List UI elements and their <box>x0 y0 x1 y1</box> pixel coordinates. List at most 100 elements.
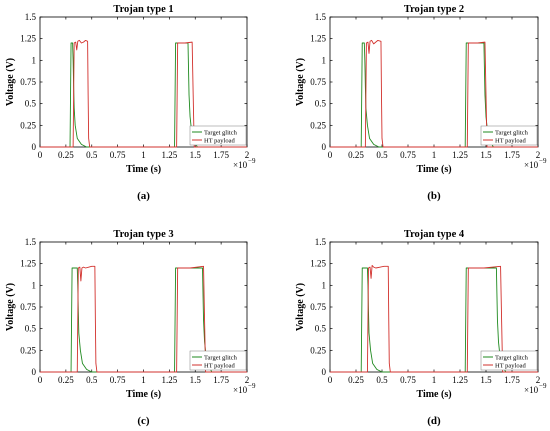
x-tick-label: 0 <box>328 375 333 385</box>
x-tick-label: 1.75 <box>213 375 229 385</box>
y-tick-label: 0.25 <box>310 345 326 355</box>
panel-label: (b) <box>427 190 441 202</box>
x-tick-label: 0.25 <box>58 375 74 385</box>
x-exponent-power: −9 <box>539 157 547 165</box>
series-line-ht-payload <box>330 264 538 373</box>
y-tick-label: 1.5 <box>315 12 327 22</box>
chart-panel-a: Trojan type 1 0 0.25 0.5 0.75 1 1.25 1.5 1.75 2 0 0… <box>5 4 256 202</box>
x-exponent-label: ×10 <box>233 160 248 170</box>
legend-entry: HT payload <box>204 363 235 370</box>
x-tick-label: 0.5 <box>86 375 98 385</box>
x-exponent-label: ×10 <box>233 385 248 395</box>
x-tick-label: 1 <box>432 375 437 385</box>
x-tick-label: 1.75 <box>504 375 520 385</box>
y-tick-label: 0 <box>32 367 37 377</box>
plot-frame <box>329 241 539 373</box>
series-line-target-glitch <box>40 267 247 373</box>
x-tick-label: 1.25 <box>162 150 178 160</box>
legend-entry: Target glitch <box>495 130 529 137</box>
x-exponent-power: −9 <box>539 382 547 390</box>
x-tick-label: 1 <box>432 150 437 160</box>
y-tick-label: 1.25 <box>310 259 326 269</box>
y-tick-label: 1.25 <box>20 34 36 44</box>
y-tick-label: 0.75 <box>20 302 36 312</box>
panel-label: (a) <box>137 190 150 202</box>
y-tick-label: 0 <box>32 142 37 152</box>
x-tick-label: 2 <box>536 150 541 160</box>
x-tick-label: 2 <box>245 375 250 385</box>
y-tick-label: 0.75 <box>310 302 326 312</box>
x-tick-label: 1 <box>141 375 146 385</box>
x-tick-label: 1.25 <box>452 150 468 160</box>
y-tick-label: 1 <box>322 55 327 65</box>
x-tick-label: 0.5 <box>86 150 98 160</box>
x-tick-label: 1.25 <box>162 375 178 385</box>
y-tick-label: 0.25 <box>20 345 36 355</box>
y-tick-label: 0.5 <box>315 99 327 109</box>
x-tick-label: 1.5 <box>480 150 492 160</box>
y-axis-label: Voltage (V) <box>295 58 306 106</box>
x-tick-label: 2 <box>245 150 250 160</box>
y-axis-label: Voltage (V) <box>5 283 16 331</box>
x-exponent-power: −9 <box>248 157 256 165</box>
y-tick-label: 0.5 <box>25 99 37 109</box>
chart-title: Trojan type 1 <box>113 4 173 15</box>
legend-entry: HT payload <box>204 138 235 145</box>
x-tick-label: 0.75 <box>400 375 416 385</box>
chart-title: Trojan type 4 <box>404 229 465 240</box>
x-tick-label: 0.25 <box>348 150 364 160</box>
y-tick-label: 1.5 <box>25 237 37 247</box>
legend-box <box>480 125 538 146</box>
x-tick-label: 0.5 <box>376 375 388 385</box>
x-tick-label: 0 <box>328 150 333 160</box>
series-line-target-glitch <box>40 42 247 148</box>
x-tick-label: 1.75 <box>213 150 229 160</box>
y-tick-label: 1 <box>32 280 37 290</box>
legend-box <box>189 125 247 146</box>
x-exponent-power: −9 <box>248 382 256 390</box>
x-tick-label: 2 <box>536 375 541 385</box>
y-tick-label: 1.5 <box>25 12 37 22</box>
series-line-ht-payload <box>330 39 538 148</box>
plot-frame <box>39 16 248 148</box>
x-axis-label: Time (s) <box>126 389 161 400</box>
x-axis-label: Time (s) <box>416 164 451 175</box>
x-tick-label: 0.75 <box>110 375 126 385</box>
x-tick-label: 0.5 <box>376 150 388 160</box>
legend-entry: HT payload <box>495 363 526 370</box>
x-axis-label: Time (s) <box>416 389 451 400</box>
chart-panel-d: Trojan type 4 0 0.25 0.5 0.75 1 1.25 1.5 1.75 2 0 0… <box>295 229 547 427</box>
chart-title: Trojan type 2 <box>404 4 464 15</box>
series-line-ht-payload <box>40 39 247 148</box>
series-line-target-glitch <box>330 42 538 148</box>
legend-entry: Target glitch <box>495 355 529 362</box>
y-axis-label: Voltage (V) <box>295 283 306 331</box>
x-tick-label: 1 <box>141 150 146 160</box>
y-tick-label: 1 <box>322 280 327 290</box>
legend-box <box>189 350 247 371</box>
series-line-ht-payload <box>40 265 247 373</box>
y-tick-label: 0 <box>322 142 327 152</box>
x-axis-label: Time (s) <box>126 164 161 175</box>
y-axis-label: Voltage (V) <box>5 58 16 106</box>
x-tick-label: 0.75 <box>110 150 126 160</box>
panel-label: (c) <box>137 415 150 427</box>
y-tick-label: 0.25 <box>310 120 326 130</box>
x-tick-label: 1.25 <box>452 375 468 385</box>
legend-box <box>480 350 538 371</box>
series-line-target-glitch <box>330 267 538 373</box>
x-tick-label: 1.75 <box>504 150 520 160</box>
y-tick-label: 0.25 <box>20 120 36 130</box>
y-tick-label: 1.25 <box>20 259 36 269</box>
chart-panel-b: Trojan type 2 0 0.25 0.5 0.75 1 1.25 1.5 1.75 2 0 0… <box>295 4 547 202</box>
y-tick-label: 0.75 <box>20 77 36 87</box>
panel-label: (d) <box>427 415 441 427</box>
x-tick-label: 1.5 <box>190 150 202 160</box>
x-exponent-label: ×10 <box>524 385 539 395</box>
y-tick-label: 0 <box>322 367 327 377</box>
